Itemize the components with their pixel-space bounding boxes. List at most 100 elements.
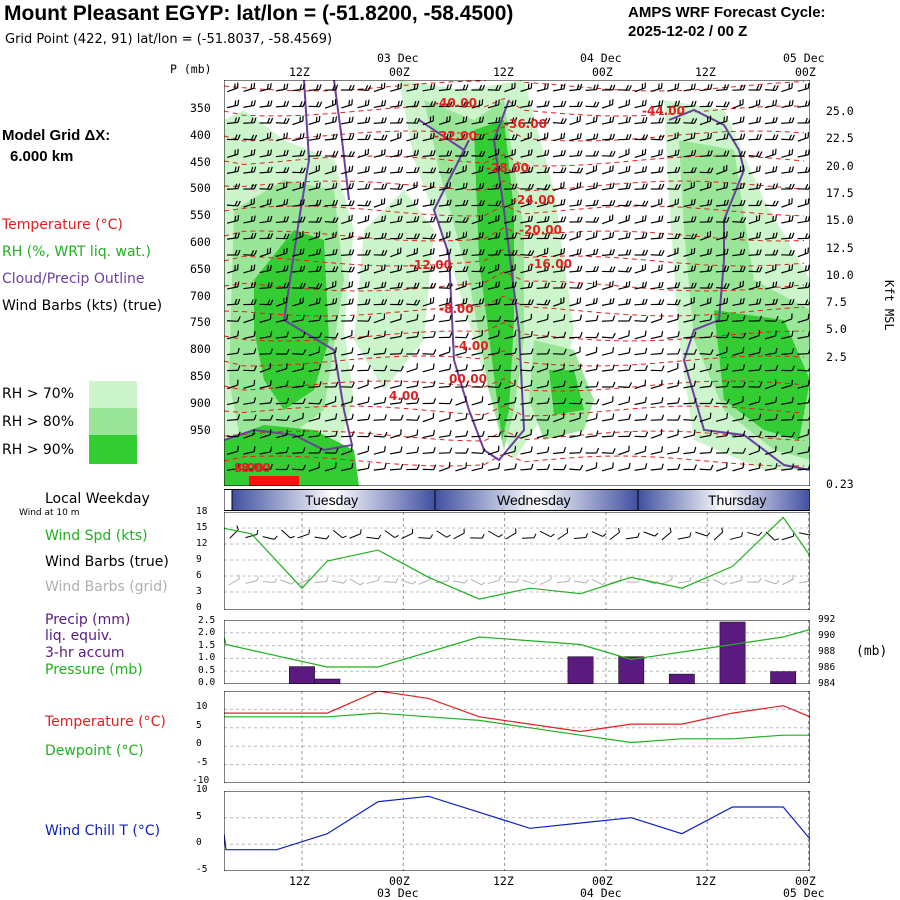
wind-barb: [618, 347, 631, 356]
wind-barb: [455, 231, 468, 241]
wind-barb: [748, 266, 763, 273]
wind-barb: [324, 217, 339, 224]
wind-barb: [683, 216, 697, 224]
wind-barb: [732, 133, 746, 141]
wind-barb: [390, 83, 403, 92]
height-tick: 22.5: [826, 131, 854, 146]
wind-barb: [243, 166, 257, 174]
wind-barb: [471, 116, 484, 125]
wind-barb: [422, 181, 435, 192]
wind-barb: [715, 283, 730, 290]
wind-barb: [471, 330, 483, 340]
wind-barb: [373, 330, 386, 340]
wind-barb: [569, 282, 584, 289]
rh90-swatch: [89, 435, 137, 464]
wind-barb: [781, 264, 794, 274]
wind-barb: [748, 116, 762, 125]
wind-barb: [634, 166, 648, 174]
wind-barb: [536, 380, 550, 389]
precip-y-tick: 1.5: [198, 639, 216, 651]
wind-barb: [487, 364, 502, 372]
wind-barb: [569, 231, 581, 241]
wind-barb: [357, 347, 371, 356]
wind-barb: [357, 215, 370, 224]
cloud-outline: [224, 80, 354, 452]
wind-barb: [438, 167, 453, 174]
wind-barb: [715, 199, 730, 207]
surface-wind-barb: [625, 532, 640, 540]
wind-barb: [504, 198, 516, 208]
wind-barb: [292, 265, 306, 273]
wind-barb: [650, 215, 664, 224]
wind-barb: [618, 165, 631, 175]
wind-barb: [243, 250, 258, 256]
wind-barb: [292, 363, 305, 373]
wind-barb: [487, 165, 501, 175]
wind-barb: [634, 431, 649, 438]
wind-barb: [764, 85, 779, 92]
wind-barb: [422, 398, 437, 405]
wind-barb: [275, 265, 289, 273]
wind-barb: [373, 348, 387, 356]
wind-barb: [487, 330, 500, 340]
wind-barb: [275, 167, 290, 174]
wind-barb: [389, 331, 403, 339]
precip-label-2: liq. equiv.: [45, 628, 113, 644]
height-tick: 7.5: [826, 295, 847, 310]
precip-panel: [224, 620, 810, 684]
pressure-unit: (mb): [856, 644, 888, 659]
wind-barb: [504, 446, 517, 455]
wind-barb: [422, 216, 436, 223]
wind-barb: [292, 447, 306, 454]
wind-barb: [650, 397, 664, 405]
wind-barb: [781, 249, 795, 256]
wind-barb: [520, 198, 533, 208]
wind-barb: [683, 118, 698, 124]
wind-barb: [504, 414, 518, 421]
wind-barb: [634, 396, 647, 406]
day-segment-edge: [224, 490, 232, 510]
grid-wind-barb: [331, 579, 347, 584]
wind-barb: [569, 265, 583, 273]
wind-barb: [406, 446, 420, 455]
forecast-cycle: AMPS WRF Forecast Cycle: 2025-12-02 / 00…: [628, 3, 826, 41]
wind-barb: [389, 365, 404, 372]
wind-barb: [764, 414, 778, 422]
wind-barb: [389, 117, 404, 124]
wind-barb: [552, 216, 567, 223]
wind-barb: [471, 381, 486, 388]
precip-bars: [289, 621, 797, 684]
wind-barb: [618, 249, 632, 256]
wind-barb: [618, 462, 631, 472]
wind-barb: [618, 84, 632, 91]
wind-barb: [683, 314, 696, 323]
precip-y-tick: 2.0: [198, 627, 216, 639]
precip-bar: [314, 678, 341, 684]
wind-barb: [618, 315, 632, 322]
wind-barb: [373, 149, 386, 158]
wind-barb: [536, 247, 549, 258]
wind-barb: [471, 462, 484, 472]
surface-wind-barb: [366, 534, 382, 540]
wind-barb: [226, 200, 241, 207]
surface-wind-barb: [713, 527, 724, 541]
wind-barb: [504, 117, 518, 125]
contour-label: -32.00: [434, 129, 477, 143]
wind-barb: [634, 281, 647, 290]
wind-barb: [585, 199, 599, 207]
wind-barb: [504, 232, 518, 240]
temperature-contour: [224, 350, 805, 367]
wind-barb: [471, 430, 485, 438]
wind-barb: [438, 265, 453, 273]
wind-barb: [438, 398, 453, 405]
wind-barb: [373, 198, 386, 208]
wind-barb: [504, 82, 516, 93]
wind-barb: [715, 216, 730, 223]
wind-barb: [275, 100, 290, 108]
wind-barb: [764, 134, 779, 141]
wind-barb: [553, 363, 565, 373]
wind-barb: [520, 215, 533, 224]
height-tick: 25.0: [826, 104, 854, 118]
wind-barb: [438, 115, 451, 126]
wind-barb: [259, 380, 272, 389]
